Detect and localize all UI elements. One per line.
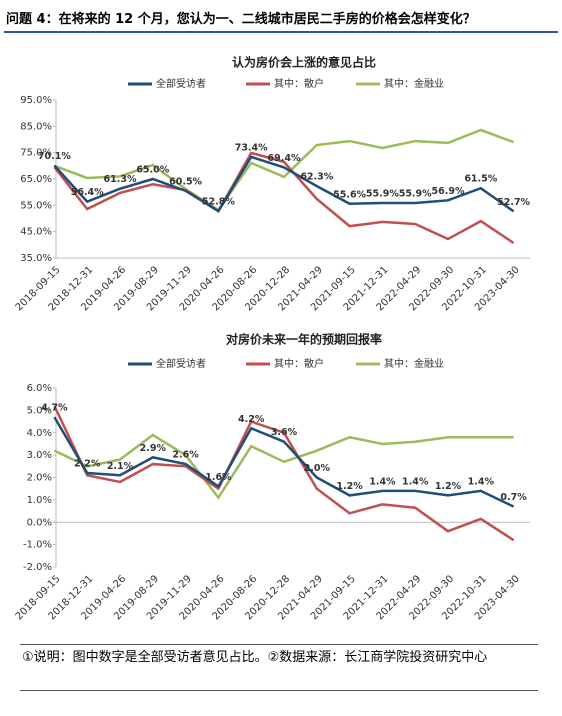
- data-label: 61.3%: [104, 174, 137, 185]
- data-label: 2.1%: [107, 461, 134, 472]
- y-tick-label: 2.0%: [27, 473, 52, 484]
- page-title: 问题 4：在将来的 12 个月，您认为一、二线城市居民二手房的价格会怎样变化？: [6, 12, 476, 27]
- y-tick-label: 1.0%: [27, 495, 52, 506]
- legend-label: 其中：散户: [274, 77, 324, 90]
- footer-rule: [20, 690, 538, 691]
- data-label: 1.2%: [336, 481, 363, 492]
- legend-label: 其中：散户: [274, 357, 324, 370]
- y-tick-label: 5.0%: [27, 405, 52, 416]
- data-label: 55.6%: [333, 189, 366, 200]
- legend-label: 其中：金融业: [384, 357, 444, 370]
- y-tick-label: 65.0%: [20, 174, 52, 185]
- data-label: 62.3%: [300, 172, 333, 183]
- data-label: 56.9%: [432, 186, 465, 197]
- data-label: 4.7%: [41, 403, 68, 414]
- series-line: [53, 405, 515, 542]
- series-line: [53, 155, 515, 213]
- data-label: 52.8%: [202, 197, 235, 208]
- data-label: 60.5%: [169, 176, 202, 187]
- data-label: 1.6%: [205, 472, 232, 483]
- series-line: [53, 151, 515, 245]
- y-tick-label: -2.0%: [23, 562, 52, 573]
- data-label: 55.9%: [399, 188, 432, 199]
- y-tick-label: 55.0%: [20, 200, 52, 211]
- chart-title: 对房价未来一年的预期回报率: [226, 332, 382, 347]
- data-label: 1.2%: [435, 481, 462, 492]
- data-label: 52.7%: [497, 197, 530, 208]
- y-tick-label: -1.0%: [23, 540, 52, 551]
- footnote: ①说明：图中数字是全部受访者意见占比。②数据来源：长江商学院投资研究中心: [22, 650, 488, 665]
- data-label: 2.2%: [74, 459, 101, 470]
- data-label: 2.6%: [172, 450, 199, 461]
- series-line: [53, 433, 514, 500]
- data-label: 65.0%: [136, 165, 169, 176]
- data-label: 1.4%: [369, 476, 396, 487]
- data-label: 73.4%: [235, 142, 268, 153]
- charts: 认为房价会上涨的意见占比 95.0% 85.0% 75.0% 65.0% 55.0% 45.…: [14, 55, 531, 623]
- legend-label: 全部受访者: [156, 77, 206, 90]
- legend-label: 全部受访者: [156, 357, 206, 370]
- data-label: 3.6%: [271, 427, 298, 438]
- data-label: 56.4%: [71, 187, 104, 198]
- data-label: 61.5%: [464, 174, 497, 185]
- data-label: 0.7%: [500, 492, 527, 503]
- footer-rule: [20, 644, 538, 645]
- series-line: [53, 128, 515, 212]
- y-tick-label: 85.0%: [20, 121, 52, 132]
- y-tick-label: 35.0%: [20, 253, 52, 264]
- y-tick-label: 0.0%: [27, 517, 52, 528]
- series-line: [53, 416, 515, 508]
- y-tick-label: 3.0%: [27, 450, 52, 461]
- chart-title: 认为房价会上涨的意见占比: [232, 55, 376, 70]
- data-label: 70.1%: [38, 151, 71, 162]
- y-tick-label: 6.0%: [27, 383, 52, 394]
- y-tick-label: 75.0%: [20, 148, 52, 159]
- data-label: 2.0%: [304, 463, 331, 474]
- legend-label: 其中：金融业: [384, 77, 444, 90]
- data-label: 1.4%: [402, 476, 429, 487]
- header-rule: [4, 31, 558, 33]
- y-tick-label: 95.0%: [20, 95, 52, 106]
- data-label: 2.9%: [140, 443, 167, 454]
- data-label: 69.4%: [268, 153, 301, 164]
- y-tick-label: 45.0%: [20, 227, 52, 238]
- data-label: 55.9%: [366, 188, 399, 199]
- y-tick-label: 4.0%: [27, 428, 52, 439]
- data-label: 4.2%: [238, 414, 265, 425]
- data-label: 1.4%: [468, 476, 495, 487]
